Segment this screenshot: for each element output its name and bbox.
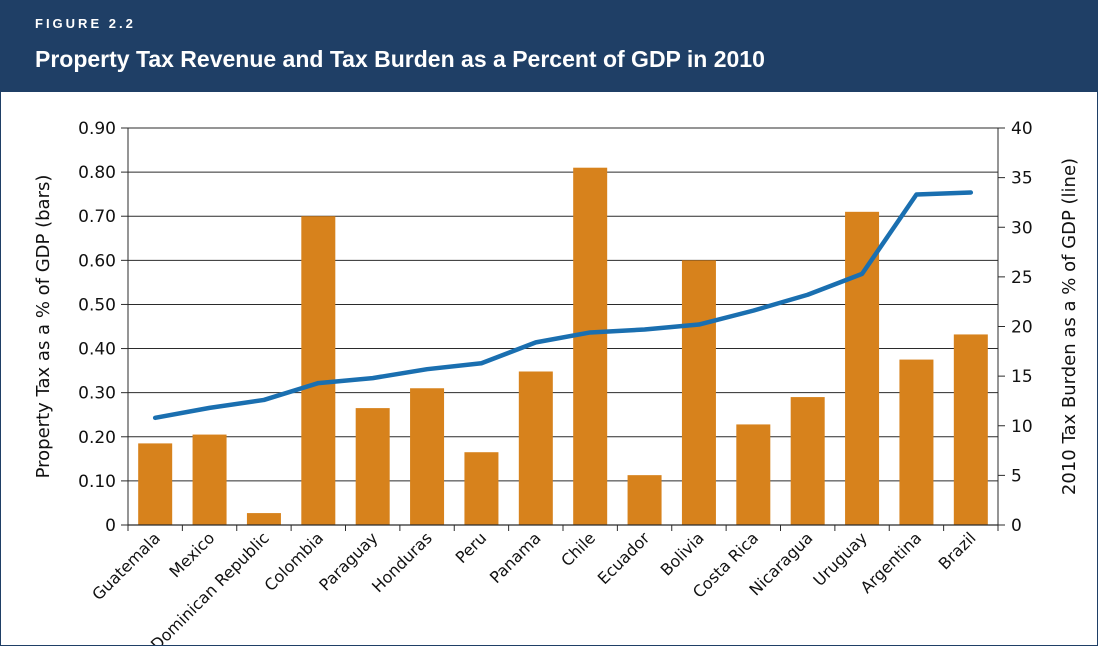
figure-title: Property Tax Revenue and Tax Burden as a… [35, 46, 765, 72]
x-tick-label: Ecuador [594, 528, 654, 588]
bar [138, 443, 173, 525]
y-tick-label: 0.30 [78, 384, 116, 404]
y-tick-label: 0.40 [78, 340, 116, 360]
bar [790, 397, 825, 525]
bar [736, 424, 771, 525]
y2-tick-label: 30 [1011, 218, 1033, 238]
y2-tick-label: 40 [1011, 119, 1033, 139]
bar [899, 359, 934, 525]
bar [246, 513, 281, 525]
figure-header: FIGURE 2.2 Property Tax Revenue and Tax … [1, 1, 1097, 92]
y2-tick-label: 35 [1011, 169, 1033, 189]
bar [953, 334, 988, 525]
y2-axis-title: 2010 Tax Burden as a % of GDP (line) [1059, 158, 1080, 495]
x-tick-label: Peru [452, 528, 491, 567]
y-tick-label: 0 [105, 516, 116, 536]
y-tick-label: 0.80 [78, 163, 116, 183]
bar [627, 475, 662, 525]
y-tick-label: 0.60 [78, 251, 116, 271]
x-tick-label: Mexico [165, 528, 218, 581]
bar [355, 408, 390, 525]
bar [192, 434, 227, 525]
y2-tick-label: 10 [1011, 417, 1033, 437]
bar [518, 371, 553, 525]
bar [464, 452, 499, 525]
x-tick-label: Bolivia [657, 528, 708, 579]
y2-tick-label: 25 [1011, 268, 1033, 288]
y-tick-label: 0.20 [78, 428, 116, 448]
x-tick-label: Guatemala [88, 528, 164, 604]
y2-tick-label: 5 [1011, 466, 1022, 486]
bar [573, 167, 608, 525]
y-tick-label: 0.50 [78, 295, 116, 315]
x-tick-label: Panama [486, 528, 545, 587]
figure-number: FIGURE 2.2 [35, 16, 136, 31]
y2-tick-label: 15 [1011, 367, 1033, 387]
bar [845, 211, 880, 526]
bar [410, 388, 445, 525]
y-axis-title: Property Tax as a % of GDP (bars) [33, 175, 54, 479]
y-tick-label: 0.70 [78, 207, 116, 227]
y2-tick-label: 20 [1011, 318, 1033, 338]
x-tick-label: Brazil [935, 528, 980, 573]
bar [681, 260, 716, 525]
y2-tick-label: 0 [1011, 516, 1022, 536]
x-tick-label: Chile [557, 528, 599, 570]
y-tick-label: 0.90 [78, 119, 116, 139]
x-tick-label: Colombia [261, 528, 328, 595]
tax-burden-line [152, 190, 974, 421]
y-tick-label: 0.10 [78, 472, 116, 492]
bar [301, 216, 336, 525]
